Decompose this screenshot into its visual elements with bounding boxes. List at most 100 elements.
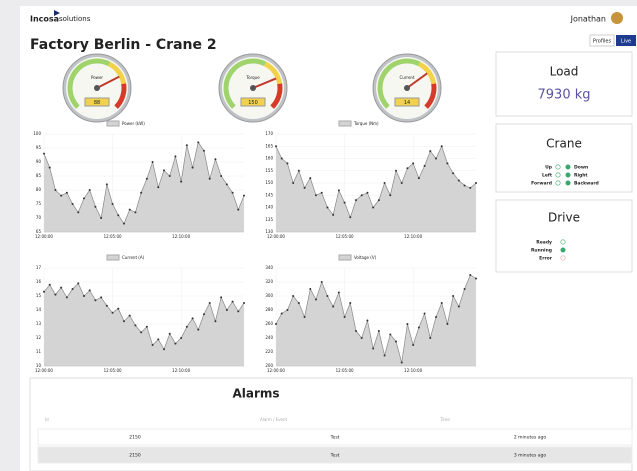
data-point: [197, 329, 199, 331]
data-point: [226, 183, 228, 185]
data-point: [146, 326, 148, 328]
crane-indicator: [556, 181, 560, 185]
x-tick-label: 12:05:00: [336, 368, 354, 373]
data-point: [298, 302, 300, 304]
data-point: [384, 182, 386, 184]
data-point: [54, 294, 56, 296]
data-point: [344, 202, 346, 204]
data-point: [134, 211, 136, 213]
gauge-value: 14: [404, 100, 410, 106]
data-point: [292, 295, 294, 297]
data-point: [389, 334, 391, 336]
data-point: [446, 162, 448, 164]
logo: Incosa: [30, 15, 59, 24]
legend-swatch: [107, 121, 119, 126]
data-point: [43, 153, 45, 155]
data-point: [475, 182, 477, 184]
drive-indicator: [561, 240, 565, 244]
data-point: [89, 189, 91, 191]
data-point: [349, 216, 351, 218]
load-card: [496, 52, 632, 116]
alarm-cell: 2150: [129, 453, 141, 459]
data-point: [361, 337, 363, 339]
data-point: [406, 167, 408, 169]
alarm-cell: Test: [330, 435, 340, 441]
data-point: [338, 292, 340, 294]
alarm-cell: 3 minutes ago: [514, 453, 547, 459]
crane-label: Left: [542, 173, 553, 179]
y-tick-label: 11: [36, 349, 42, 354]
x-tick-label: 12:05:00: [336, 234, 354, 239]
data-point: [232, 301, 234, 303]
y-tick-label: 17: [36, 265, 42, 270]
y-tick-label: 135: [265, 217, 273, 222]
data-point: [355, 330, 357, 332]
x-tick-label: 12:00:00: [35, 234, 53, 239]
crane-indicator: [566, 181, 570, 185]
y-tick-label: 160: [265, 156, 273, 161]
alarms-title: Alarms: [232, 387, 279, 401]
data-point: [209, 302, 211, 304]
crane-label: Down: [574, 165, 588, 171]
data-point: [123, 223, 125, 225]
data-point: [435, 316, 437, 318]
data-point: [117, 214, 119, 216]
drive-label: Running: [531, 248, 552, 254]
y-tick-label: 150: [265, 180, 273, 185]
profiles-button-label[interactable]: Profiles: [593, 39, 612, 45]
data-point: [275, 145, 277, 147]
data-point: [304, 187, 306, 189]
drive-indicator: [561, 248, 565, 252]
data-point: [412, 344, 414, 346]
data-point: [140, 192, 142, 194]
data-point: [332, 214, 334, 216]
data-point: [100, 296, 102, 298]
y-tick-label: 14: [36, 307, 42, 312]
data-point: [112, 312, 114, 314]
crane-indicator: [566, 165, 570, 169]
logo-suffix: solutions: [59, 15, 91, 23]
live-button-label[interactable]: Live: [621, 39, 631, 45]
data-point: [286, 162, 288, 164]
alarm-cell: 2150: [129, 435, 141, 441]
data-point: [332, 306, 334, 308]
gauge-value: 88: [94, 100, 100, 106]
data-point: [49, 284, 51, 286]
data-point: [232, 192, 234, 194]
y-tick-label: 80: [36, 187, 42, 192]
legend-swatch: [339, 255, 351, 260]
data-point: [83, 295, 85, 297]
data-point: [281, 313, 283, 315]
alarm-cell: Test: [330, 453, 340, 459]
y-tick-label: 300: [265, 293, 273, 298]
data-point: [226, 309, 228, 311]
crane-card: [496, 124, 632, 192]
data-point: [309, 288, 311, 290]
crane-indicator: [566, 173, 570, 177]
data-point: [366, 320, 368, 322]
data-point: [192, 317, 194, 319]
gauge-label: Current: [399, 75, 414, 80]
user-name[interactable]: Jonathan: [570, 15, 606, 24]
data-point: [214, 320, 216, 322]
data-point: [384, 355, 386, 357]
data-point: [180, 181, 182, 183]
data-point: [203, 150, 205, 152]
data-point: [458, 180, 460, 182]
user-avatar[interactable]: [611, 12, 623, 24]
dashboard: Incosa solutions Jonathan Factory Berlin…: [0, 0, 637, 471]
alarms-column-header: Time: [439, 417, 450, 422]
data-point: [281, 158, 283, 160]
y-tick-label: 12: [36, 335, 42, 340]
data-point: [66, 192, 68, 194]
data-point: [94, 206, 96, 208]
drive-label: Error: [539, 256, 553, 262]
data-point: [412, 162, 414, 164]
y-tick-label: 16: [36, 279, 42, 284]
data-point: [424, 165, 426, 167]
data-point: [169, 175, 171, 177]
data-point: [338, 189, 340, 191]
data-point: [469, 187, 471, 189]
legend-label: Torque (Nm): [353, 121, 379, 126]
y-tick-label: 220: [265, 349, 273, 354]
